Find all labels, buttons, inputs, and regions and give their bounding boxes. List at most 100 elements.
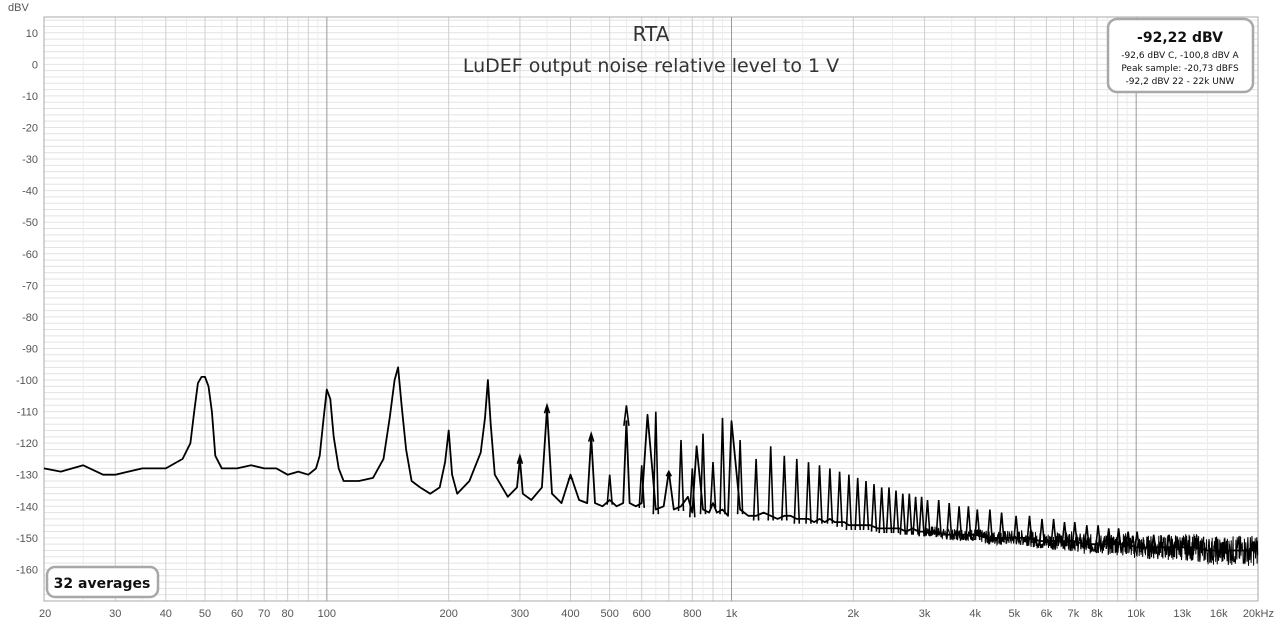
harmonic-peak [965,506,972,540]
y-tick-label: -130 [16,470,38,482]
harmonic-peak [652,411,660,515]
harmonic-peak [870,484,878,532]
harmonic-peak [719,417,726,515]
x-tick-label: 4k [969,608,981,620]
harmonic-peak [699,433,707,515]
x-tick-label: 5k [1009,608,1021,620]
harmonic-peak [793,458,801,524]
y-tick-label: -150 [16,533,38,545]
x-tick-label: 16k [1210,608,1228,620]
y-tick-label: -110 [17,407,38,419]
harmonic-peak [709,462,717,508]
readout-main-value: -92,22 dBV [1137,30,1223,46]
x-tick-labels: 20 30 40 50 60 70 80 100 200 300 400 500 600 800 1k 2k 3… [39,608,1274,620]
harmonic-peak [736,439,744,515]
x-tick-label: 8k [1091,608,1103,620]
y-tick-label: -60 [22,249,38,261]
harmonic-peak [998,512,1005,543]
readout-box: -92,22 dBV -92,6 dBV C, -100,8 dBV A Pea… [1106,17,1255,94]
plot-frame [43,16,1259,602]
y-tick-label: -10 [22,91,38,103]
harmonic-peak [516,453,524,464]
harmonic-peak [836,471,843,527]
harmonic-peak [878,487,885,534]
chart-subtitle: LuDEF output noise relative level to 1 V [463,55,839,77]
x-tick-label: 500 [601,608,619,620]
harmonic-peak [912,496,919,535]
harmonic-peak [567,476,574,481]
harmonic-peak [862,480,870,531]
harmonic-peak [606,474,613,505]
harmonic-peak [945,503,953,540]
harmonic-peak [918,496,925,537]
x-tick-label: 10k [1127,608,1145,620]
x-tick-label: 2k [848,608,860,620]
y-tick-label: 10 [26,28,38,40]
harmonic-peak [935,499,942,538]
readout-box-frame [1106,17,1255,94]
averages-box-frame [45,565,160,599]
harmonic-peak [638,465,645,508]
harmonic-peak [623,405,630,426]
x-tick-label: 30 [109,608,121,620]
x-tick-label: 20kHz [1243,608,1274,620]
x-tick-label: 6k [1041,608,1053,620]
x-tick-label: 60 [231,608,243,620]
y-axis-label: dBV [8,2,29,14]
x-tick-label: 300 [511,608,529,620]
trace [43,366,1259,566]
y-tick-label: -160 [16,564,38,576]
harmonic-peak [752,458,760,521]
harmonic-peak [767,446,774,521]
harmonic-peak [986,509,994,543]
harmonic-peak [543,402,551,414]
y-tick-label: -140 [16,501,38,513]
y-tick-label: -50 [22,217,38,229]
harmonic-peak [665,469,673,477]
harmonic-peak [781,455,788,521]
harmonic-peak [854,477,861,531]
harmonic-peak [924,499,931,537]
x-tick-label: 40 [160,608,172,620]
x-tick-label: 20 [39,608,51,620]
readout-unweighted: -92,2 dBV 22 - 22k UNW [1126,77,1235,87]
harmonic-peak [587,431,595,442]
y-tick-label: -70 [22,280,38,292]
y-tick-label: -100 [16,375,38,387]
harmonic-peak [826,468,834,524]
x-tick-label: 50 [199,608,211,620]
x-tick-label: 600 [633,608,651,620]
harmonic-peak [892,490,900,534]
x-tick-label: 80 [282,608,294,620]
y-tick-label: -80 [22,312,38,324]
x-tick-label: 3k [919,608,931,620]
harmonic-peak [955,506,963,540]
harmonic-peak [899,493,907,535]
y-tick-label: -40 [22,186,38,198]
harmonic-peak [906,493,913,535]
averages-box: 32 averages [45,565,160,599]
harmonic-peak [816,465,823,524]
harmonic-peak [885,487,893,534]
x-tick-label: 100 [318,608,336,620]
noise-floor [924,525,1259,566]
harmonic-peak [689,468,696,518]
y-tick-label: -90 [22,343,38,355]
x-tick-label: 1k [726,608,738,620]
harmonic-peak [677,439,685,512]
y-tick-label: 0 [32,59,38,71]
x-tick-label: 13k [1173,608,1191,620]
x-tick-label: 800 [683,608,701,620]
averages-label: 32 averages [54,576,151,592]
y-tick-labels: 10 0 -10 -20 -30 -40 -50 -60 -70 -80 -90 -100 -110 -1… [16,28,38,577]
harmonic-peak [845,474,853,531]
x-tick-label: 70 [258,608,270,620]
y-tick-label: -20 [22,122,38,134]
readout-peak-sample: Peak sample: -20,73 dBFS [1121,64,1239,74]
x-tick-label: 200 [439,608,457,620]
y-tick-label: -30 [22,154,38,166]
y-tick-label: -120 [16,438,38,450]
harmonic-peak [805,462,812,524]
chart-title: RTA [633,22,670,46]
